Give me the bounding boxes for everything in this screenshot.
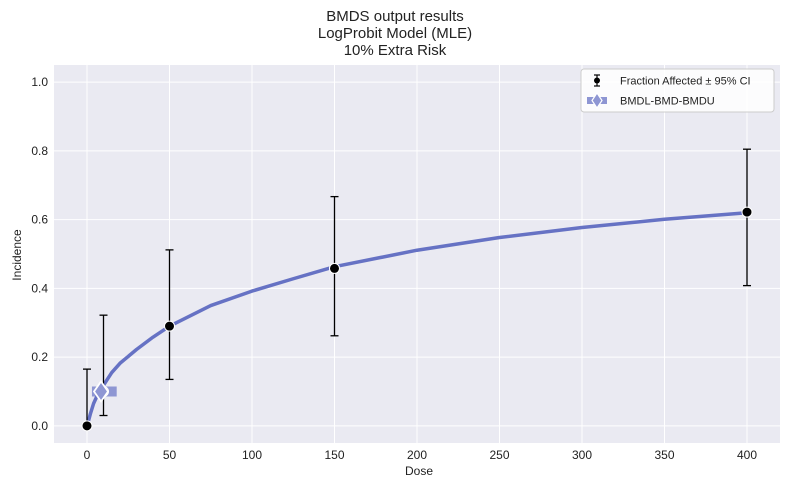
y-axis-label: Incidence xyxy=(10,229,24,281)
y-tick-label: 0.6 xyxy=(31,213,48,227)
chart-title-line-3: 10% Extra Risk xyxy=(343,42,447,59)
x-tick-label: 400 xyxy=(737,448,757,462)
y-tick-label: 0.2 xyxy=(31,350,48,364)
y-tick-label: 1.0 xyxy=(31,75,48,89)
x-tick-label: 200 xyxy=(407,448,427,462)
x-tick-label: 150 xyxy=(324,448,344,462)
x-tick-label: 300 xyxy=(572,448,592,462)
y-tick-label: 0.4 xyxy=(31,281,48,295)
chart-title-line-2: LogProbit Model (MLE) xyxy=(317,25,473,42)
legend-label-fraction-affected: Fraction Affected ± 95% CI xyxy=(620,76,751,88)
data-point xyxy=(164,320,175,332)
data-point xyxy=(741,206,753,218)
x-tick-label: 350 xyxy=(654,448,674,462)
x-tick-label: 250 xyxy=(489,448,509,462)
legend-bmd-diamond xyxy=(591,91,603,110)
chart-title-line-1: BMDS output results xyxy=(326,8,464,25)
legend-point-marker xyxy=(594,77,600,84)
x-tick-label: 50 xyxy=(163,448,177,462)
legend-label-bmdl-bmd-bmdu: BMDL-BMD-BMDU xyxy=(620,96,715,108)
x-tick-label: 100 xyxy=(242,448,262,462)
y-tick-label: 0.8 xyxy=(31,144,48,158)
legend-box xyxy=(580,68,775,113)
y-tick-label: 0.0 xyxy=(31,419,48,433)
x-tick-label: 0 xyxy=(84,448,91,462)
x-axis-label: Dose xyxy=(404,464,433,478)
data-point xyxy=(329,262,340,274)
data-point xyxy=(81,420,93,432)
bmd-diamond-marker xyxy=(92,379,110,404)
fitted-curve-line xyxy=(85,211,748,427)
